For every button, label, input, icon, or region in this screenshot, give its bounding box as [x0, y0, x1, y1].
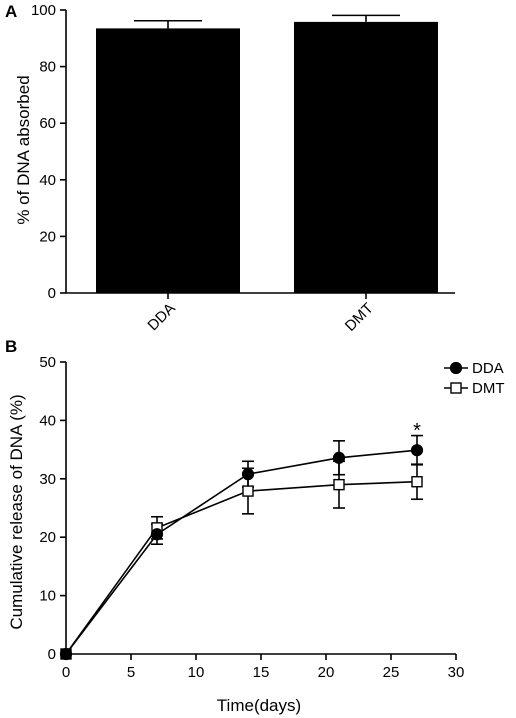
panel-b-x-tick-label: 5: [127, 664, 135, 681]
panel-b-point-dda: [59, 647, 73, 661]
panel-a-y-tick-label: 0: [48, 285, 56, 302]
panel-b-line-chart: B Cumulative release of DNA (%) Time(day…: [5, 337, 505, 715]
panel-b-annotations: *: [413, 420, 421, 442]
panel-b-legend-label-dda: DDA: [472, 360, 504, 377]
panel-a-y-axis: 0 20 40 60 80 100: [31, 2, 67, 302]
panel-b-y-axis: 0 10 20 30 40 50: [39, 354, 67, 663]
panel-b-y-tick-label: 0: [48, 646, 56, 663]
panel-b-significance-marker: *: [413, 420, 421, 442]
panel-b-legend-marker-dmt: [450, 382, 462, 394]
panel-b-x-tick-label: 0: [62, 664, 70, 681]
panel-b-x-tick-label: 20: [318, 664, 335, 681]
panel-b-y-tick-label: 50: [39, 354, 56, 371]
panel-a-label: A: [5, 2, 17, 21]
panel-b-x-tick-label: 30: [448, 664, 465, 681]
panel-b-legend-marker-dda: [449, 361, 463, 375]
panel-b-point-dda: [332, 451, 346, 464]
panel-a-y-axis-title: % of DNA absorbed: [14, 75, 33, 224]
panel-a-y-tick-label: 60: [39, 115, 56, 132]
panel-a-bar-dda: [96, 28, 240, 294]
panel-a-bars: [96, 14, 438, 294]
panel-a-x-tick-label-dmt: DMT: [342, 300, 377, 335]
panel-b-line-dda: [65, 449, 418, 655]
panel-b-point-dda: [410, 444, 424, 457]
panel-a-y-tick-label: 100: [31, 2, 56, 19]
panel-b-line-dmt: [65, 480, 418, 655]
panel-b-legend: DDA DMT: [444, 360, 505, 397]
panel-b-y-tick-label: 10: [39, 588, 56, 605]
panel-a-x-tick-label-dda: DDA: [144, 300, 178, 334]
panel-a-y-tick-label: 20: [39, 228, 56, 245]
panel-b-x-tick-label: 10: [188, 664, 205, 681]
panel-b-x-axis-title: Time(days): [217, 696, 301, 715]
panel-b-point-dda: [241, 468, 255, 481]
panel-a-x-axis: DDA DMT: [66, 292, 455, 335]
panel-b-y-tick-label: 40: [39, 412, 56, 429]
panel-a-bar-dmt: [294, 21, 438, 294]
panel-a-y-tick-label: 80: [39, 59, 56, 76]
panel-b-y-tick-label: 20: [39, 529, 56, 546]
panel-b-series: [59, 434, 424, 661]
panel-b-y-axis-title: Cumulative release of DNA (%): [7, 394, 26, 629]
panel-b-point-dmt: [411, 476, 423, 488]
panel-b-point-dda: [150, 528, 164, 541]
panel-b-y-tick-label: 30: [39, 471, 56, 488]
panel-b-point-dmt: [333, 478, 345, 491]
panel-b-point-dmt: [242, 485, 254, 497]
panel-b-label: B: [5, 337, 17, 356]
panel-b-x-tick-label: 25: [383, 664, 400, 681]
panel-a-y-tick-label: 40: [39, 172, 56, 189]
panel-a-bar-chart: A % of DNA absorbed 0 20 40 60 80 100 DDA DMT: [5, 2, 455, 335]
panel-b-legend-label-dmt: DMT: [472, 380, 505, 397]
panel-b-x-axis: 0 5 10 15 20 25 30: [62, 653, 465, 681]
panel-b-x-tick-label: 15: [253, 664, 270, 681]
